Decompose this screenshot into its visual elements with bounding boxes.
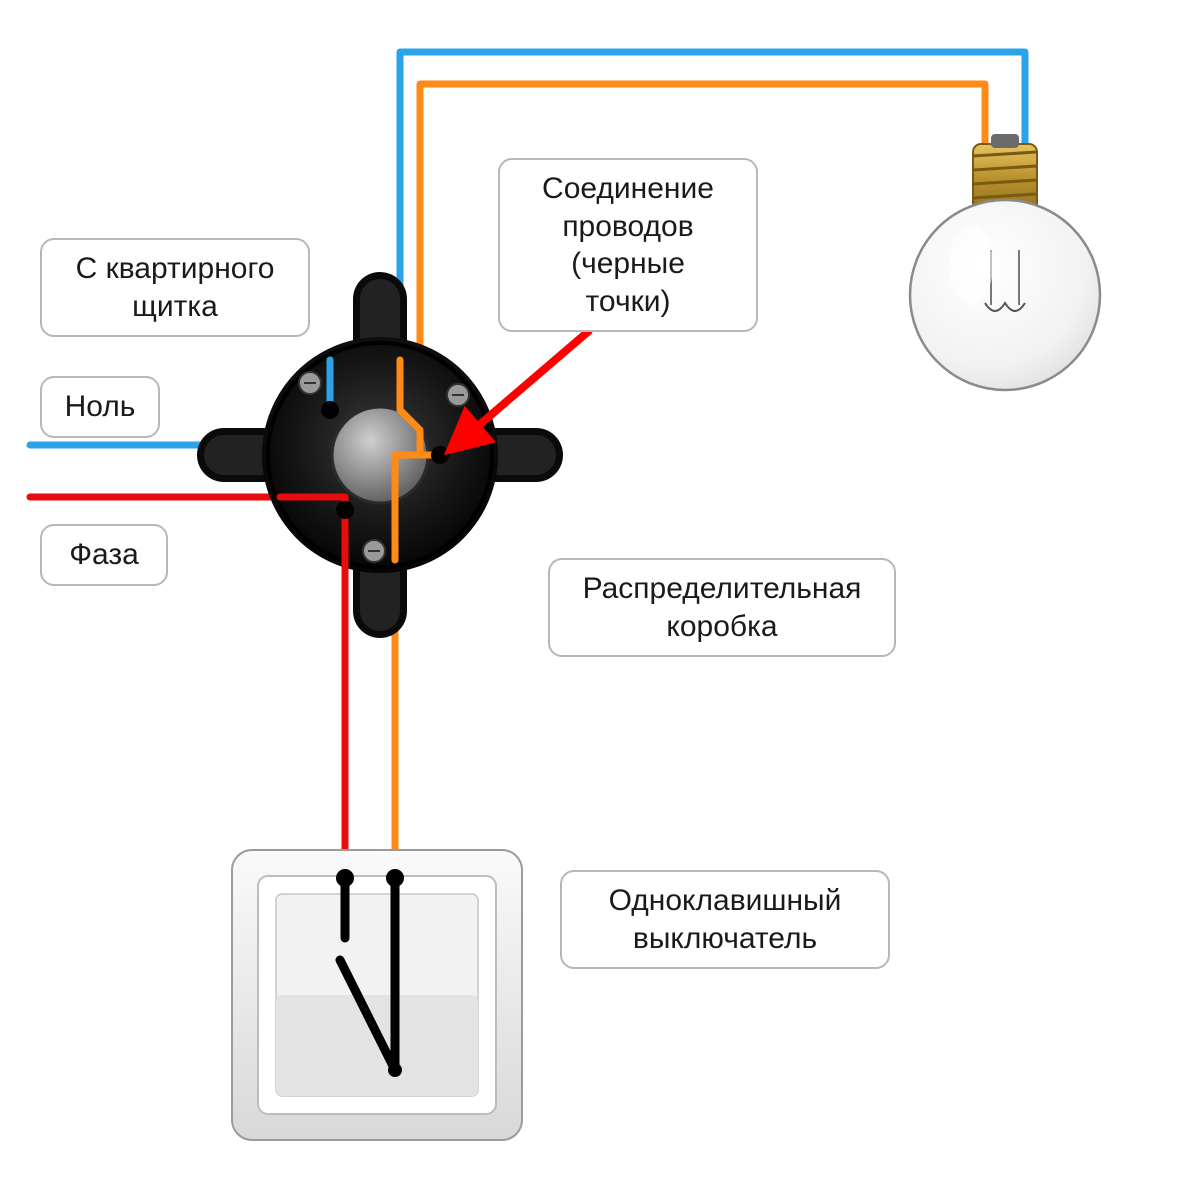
label-neutral: Ноль	[40, 376, 160, 438]
label-phase: Фаза	[40, 524, 168, 586]
lightbulb-icon	[910, 134, 1100, 390]
wall-switch	[232, 850, 522, 1140]
label-switch: Одноклавишный выключатель	[560, 870, 890, 969]
junction-box	[224, 299, 536, 611]
label-connections: Соединение проводов (черные точки)	[498, 158, 758, 332]
label-junction-box: Распределительная коробка	[548, 558, 896, 657]
label-from-panel: С квартирного щитка	[40, 238, 310, 337]
